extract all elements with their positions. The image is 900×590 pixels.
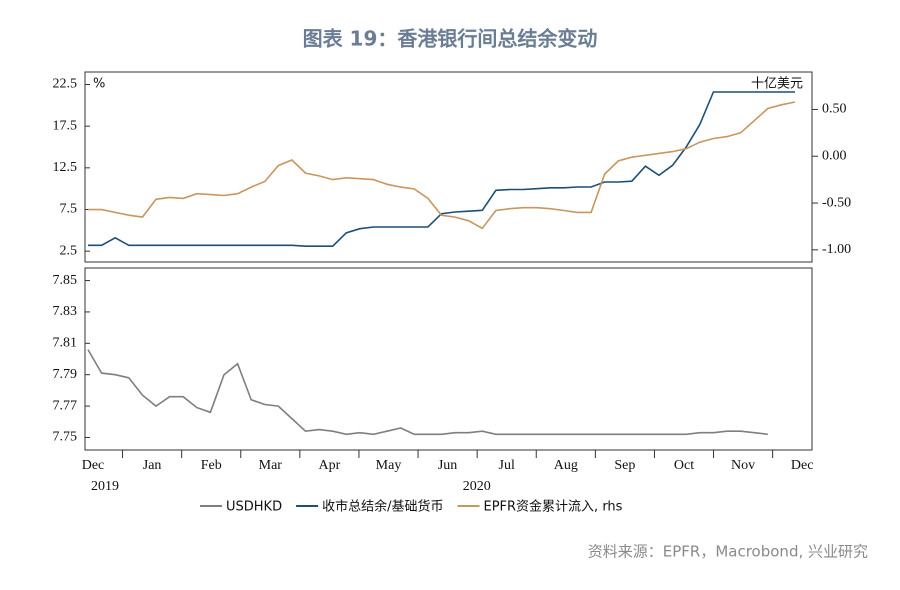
x-year-label: 2019 xyxy=(91,479,119,494)
x-tick-label: May xyxy=(376,458,402,473)
x-tick-label: Aug xyxy=(554,458,578,473)
x-tick-label: Mar xyxy=(259,458,283,473)
y2-tick-label: -0.50 xyxy=(822,195,851,210)
y-tick-label: 7.75 xyxy=(53,430,78,445)
legend-label: EPFR资金累计流入, rhs xyxy=(483,499,622,515)
x-tick-label: Sep xyxy=(614,458,635,473)
source: 资料来源：EPFR，Macrobond, 兴业研究 xyxy=(588,543,868,561)
y-tick-label: 7.85 xyxy=(53,273,78,288)
y-tick-label: 7.77 xyxy=(53,398,78,413)
y-tick-label: 7.5 xyxy=(60,202,78,217)
x-year-label: 2020 xyxy=(463,479,491,494)
x-tick-label: Nov xyxy=(731,458,755,473)
y2-tick-label: 0.50 xyxy=(822,102,847,117)
x-tick-label: Dec xyxy=(82,458,105,473)
y2-unit: 十亿美元 xyxy=(751,77,803,92)
y-tick-label: 7.81 xyxy=(53,336,78,351)
y2-tick-label: 0.00 xyxy=(822,148,847,163)
x-tick-label: Feb xyxy=(201,458,222,473)
x-tick-label: Jun xyxy=(438,458,457,473)
y-tick-label: 17.5 xyxy=(53,118,78,133)
y2-tick-label: -1.00 xyxy=(822,242,851,257)
bottom-frame xyxy=(84,267,813,451)
y-tick-label: 7.83 xyxy=(53,304,78,319)
series-line xyxy=(87,349,768,436)
legend-label: USDHKD xyxy=(226,500,282,515)
series-line xyxy=(88,91,795,247)
y-tick-label: 12.5 xyxy=(53,160,78,175)
y-tick-label: 22.5 xyxy=(53,77,78,92)
chart-title: 图表 19：香港银行间总结余变动 xyxy=(303,27,598,51)
x-tick-label: Dec xyxy=(791,458,814,473)
y-tick-label: 2.5 xyxy=(60,243,78,258)
x-tick-label: Jul xyxy=(499,458,515,473)
x-tick-label: Jan xyxy=(143,458,162,473)
x-tick-label: Oct xyxy=(674,458,694,473)
series-line xyxy=(88,101,796,230)
x-tick-label: Apr xyxy=(319,458,341,473)
legend-label: 收市总结余/基础货币 xyxy=(322,499,443,515)
y-unit: % xyxy=(93,77,105,92)
y-tick-label: 7.79 xyxy=(53,367,78,382)
top-frame xyxy=(84,71,813,263)
